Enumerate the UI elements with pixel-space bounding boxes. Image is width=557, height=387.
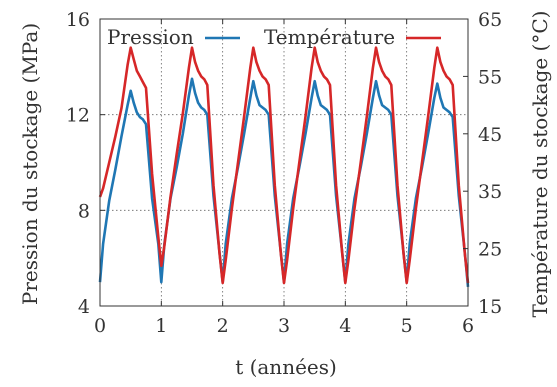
- y-right-tick-label: 25: [478, 239, 502, 261]
- x-tick-label: 1: [155, 315, 167, 337]
- grid: [100, 19, 468, 306]
- x-tick-label: 0: [94, 315, 106, 337]
- y-right-tick-label: 45: [478, 124, 502, 146]
- y-right-tick-label: 65: [478, 9, 502, 31]
- y-axis-label-right: Température du stockage (°C): [528, 11, 552, 318]
- legend-label-temperature: Température: [264, 25, 395, 49]
- y-left-tick-label: 16: [66, 9, 90, 31]
- y-left-tick-label: 8: [78, 200, 90, 222]
- series-line-temperature: [98, 46, 470, 285]
- y-right-tick-label: 35: [478, 181, 502, 203]
- x-axis-label: t (années): [235, 355, 337, 379]
- legend-label-pression: Pression: [107, 25, 194, 49]
- series-layer: [98, 46, 470, 288]
- y-right-tick-label: 15: [478, 296, 502, 318]
- x-tick-label: 3: [278, 315, 290, 337]
- plot-frame: [99, 18, 469, 307]
- x-tick-label: 5: [401, 315, 413, 337]
- y-left-tick-label: 4: [78, 296, 90, 318]
- x-tick-label: 2: [217, 315, 229, 337]
- y-axis-label-left: Pression du stockage (MPa): [18, 23, 42, 305]
- x-tick-label: 6: [462, 315, 474, 337]
- legend: Pression Température: [107, 25, 441, 49]
- y-right-tick-label: 55: [478, 66, 502, 88]
- x-tick-label: 4: [339, 315, 351, 337]
- y-left-tick-label: 12: [66, 105, 90, 127]
